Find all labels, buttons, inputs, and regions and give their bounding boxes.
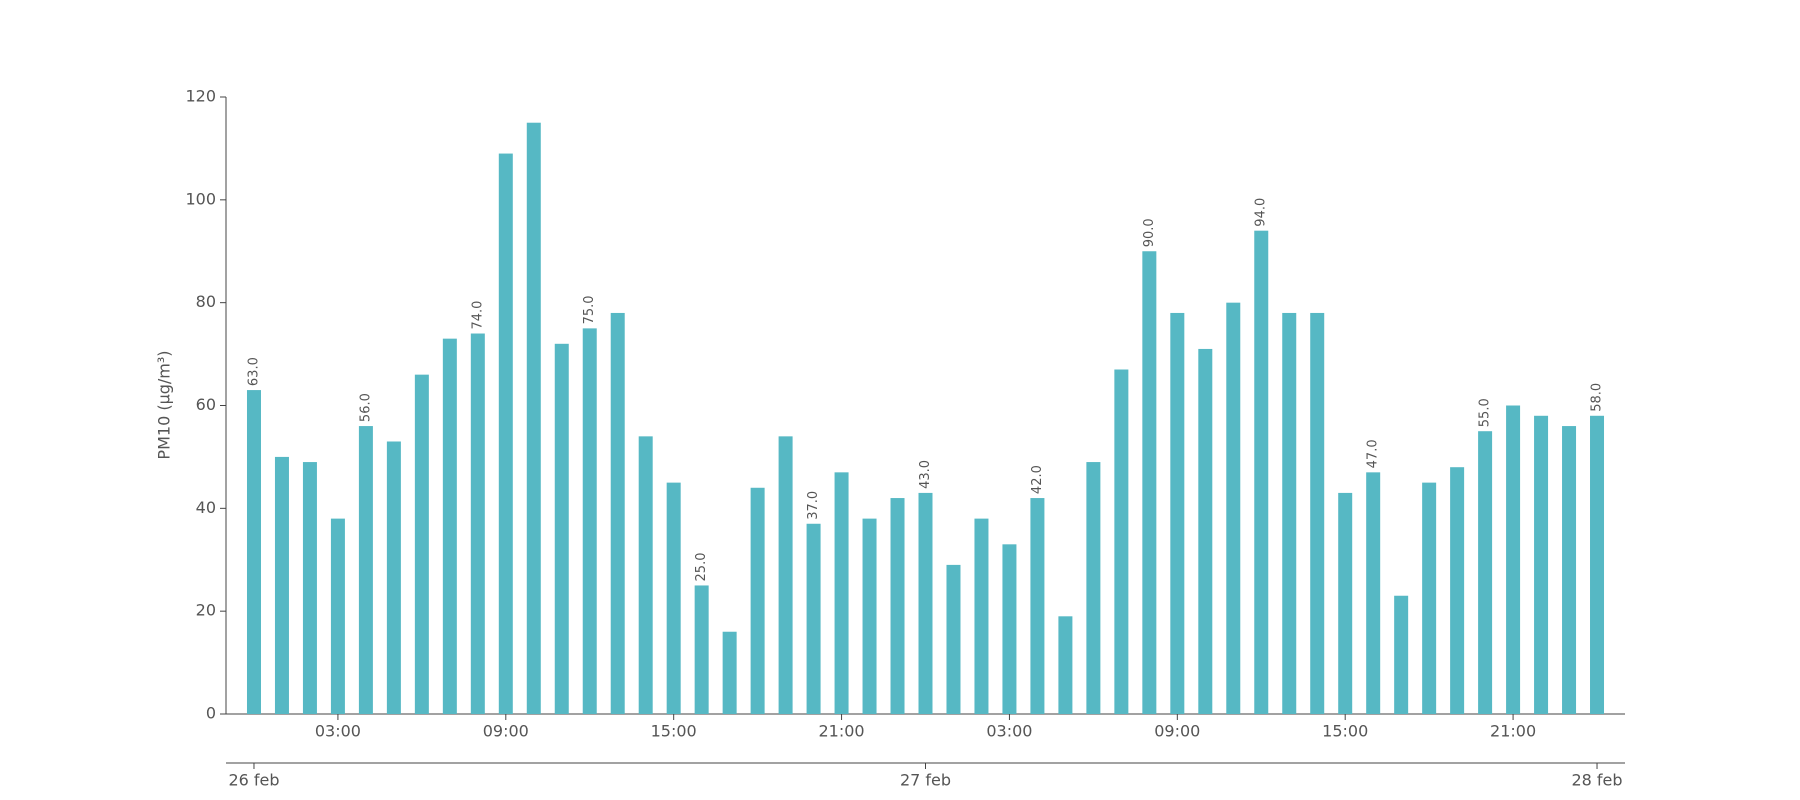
bar	[1366, 472, 1381, 714]
bar	[946, 564, 961, 714]
bar	[274, 456, 289, 714]
bar	[442, 338, 457, 714]
bar	[1254, 230, 1269, 714]
x-tick-label: 03:00	[986, 722, 1032, 741]
value-label: 63.0	[246, 357, 261, 386]
x-tick-label: 15:00	[1322, 722, 1368, 741]
bar	[470, 333, 485, 714]
y-tick-label: 40	[196, 498, 216, 517]
bar	[1086, 462, 1101, 714]
value-label: 56.0	[358, 393, 373, 422]
date-label: 26 feb	[228, 771, 279, 790]
y-axis-label: PM10 (μg/m³)	[155, 350, 174, 459]
bar	[638, 436, 653, 714]
value-label: 55.0	[1478, 398, 1493, 427]
bar	[862, 518, 877, 714]
x-tick-label: 21:00	[819, 722, 865, 741]
date-label: 28 feb	[1571, 771, 1622, 790]
y-tick-label: 120	[185, 87, 216, 106]
bar	[498, 153, 513, 714]
bar	[610, 312, 625, 714]
x-tick-label: 21:00	[1490, 722, 1536, 741]
bar	[1534, 415, 1549, 714]
bar	[722, 631, 737, 714]
bar	[1450, 467, 1465, 714]
bar	[1198, 348, 1213, 714]
value-label: 25.0	[694, 553, 709, 582]
bar	[694, 585, 709, 714]
bar	[1562, 426, 1577, 714]
bar	[330, 518, 345, 714]
x-tick-label: 09:00	[1154, 722, 1200, 741]
bar	[806, 523, 821, 714]
bar	[1142, 251, 1157, 714]
bar	[1002, 544, 1017, 714]
bar	[358, 426, 373, 714]
bar	[918, 492, 933, 714]
bar	[414, 374, 429, 714]
bar	[386, 441, 401, 714]
bar	[582, 328, 597, 714]
bar	[666, 482, 681, 714]
value-label: 37.0	[806, 491, 821, 520]
y-tick-label: 60	[196, 395, 216, 414]
bar	[750, 487, 765, 714]
bar	[302, 462, 317, 714]
bar	[890, 498, 905, 714]
value-label: 47.0	[1366, 439, 1381, 468]
bar	[778, 436, 793, 714]
bar	[1114, 369, 1129, 714]
bar	[1282, 312, 1297, 714]
bar	[1338, 492, 1353, 714]
x-tick-label: 03:00	[315, 722, 361, 741]
date-label: 27 feb	[900, 771, 951, 790]
bar	[1422, 482, 1437, 714]
value-label: 94.0	[1254, 198, 1269, 227]
x-tick-label: 09:00	[483, 722, 529, 741]
bar	[834, 472, 849, 714]
value-label: 74.0	[470, 301, 485, 330]
bar	[1394, 595, 1409, 714]
bar	[1478, 431, 1493, 714]
value-label: 58.0	[1590, 383, 1605, 412]
value-label: 75.0	[582, 295, 597, 324]
y-tick-label: 0	[206, 704, 216, 723]
bar	[246, 390, 261, 714]
bar	[1226, 302, 1241, 714]
bar	[1058, 616, 1073, 714]
bar	[554, 343, 569, 714]
bar	[1506, 405, 1521, 714]
bar	[526, 122, 541, 715]
bar	[1170, 312, 1185, 714]
y-tick-label: 20	[196, 601, 216, 620]
y-tick-label: 80	[196, 292, 216, 311]
bar	[1030, 498, 1045, 714]
bar	[1310, 312, 1325, 714]
bar	[974, 518, 989, 714]
value-label: 43.0	[918, 460, 933, 489]
bar	[1590, 415, 1605, 714]
x-tick-label: 15:00	[651, 722, 697, 741]
value-label: 90.0	[1142, 218, 1157, 247]
value-label: 42.0	[1030, 465, 1045, 494]
y-tick-label: 100	[185, 189, 216, 208]
